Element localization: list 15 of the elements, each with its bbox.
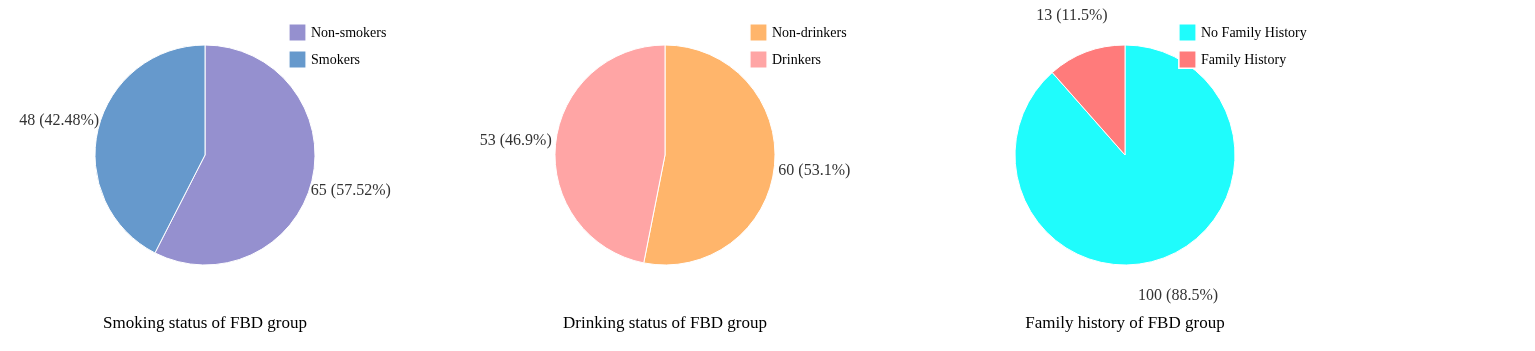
data-label: 60 (53.1%): [778, 160, 851, 179]
text: Family history of FBD group: [1025, 313, 1225, 332]
text: Drinking status of FBD group: [563, 313, 767, 332]
legend-label: No Family History: [1201, 24, 1307, 40]
data-label: 13 (11.5%): [1036, 5, 1108, 24]
data-label: 48 (42.48%): [19, 110, 100, 129]
legend-label: Non-smokers: [311, 24, 387, 40]
legend-label: Family History: [1201, 51, 1287, 67]
data-label: 53 (46.9%): [479, 131, 552, 150]
text: Smoking status of FBD group: [102, 313, 308, 332]
data-label: 100 (88.5%): [1138, 286, 1219, 305]
legend-label: Smokers: [311, 51, 360, 67]
legend-label: Non-drinkers: [772, 24, 847, 40]
data-label: 65 (57.52%): [310, 181, 391, 200]
legend-label: Drinkers: [772, 51, 821, 67]
